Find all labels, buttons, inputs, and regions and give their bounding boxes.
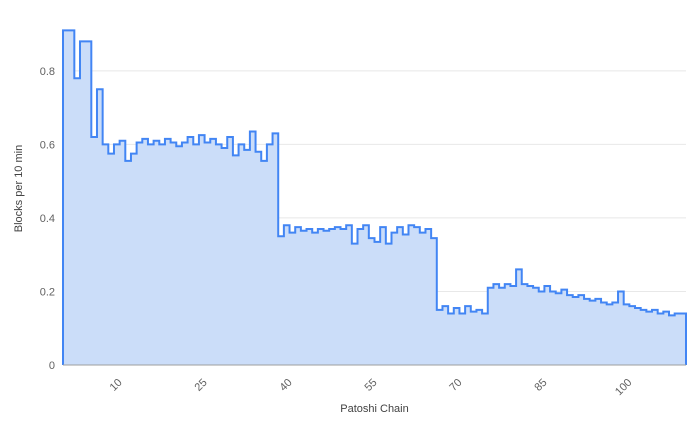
- x-tick-label: 85: [532, 377, 549, 394]
- x-axis-title: Patoshi Chain: [340, 403, 409, 415]
- step-line: [62, 29, 687, 365]
- y-axis-title: Blocks per 10 min: [13, 145, 25, 232]
- area-fill: [63, 30, 686, 366]
- x-tick-label: 100: [613, 377, 634, 398]
- x-axis-tick-labels: 10 25 40 55 70 85 100: [108, 377, 635, 398]
- y-tick-label: 0.4: [40, 213, 55, 225]
- x-tick-label: 40: [278, 377, 295, 394]
- y-tick-label: 0.6: [40, 139, 55, 151]
- y-tick-label: 0.8: [40, 66, 55, 78]
- y-tick-label: 0.2: [40, 286, 55, 298]
- x-tick-label: 25: [193, 377, 210, 394]
- y-axis-tick-labels: 0 0.2 0.4 0.6 0.8: [40, 66, 55, 372]
- x-tick-label: 70: [447, 377, 464, 394]
- y-tick-label: 0: [49, 360, 55, 372]
- x-tick-label: 10: [108, 377, 125, 394]
- x-tick-label: 55: [362, 377, 379, 394]
